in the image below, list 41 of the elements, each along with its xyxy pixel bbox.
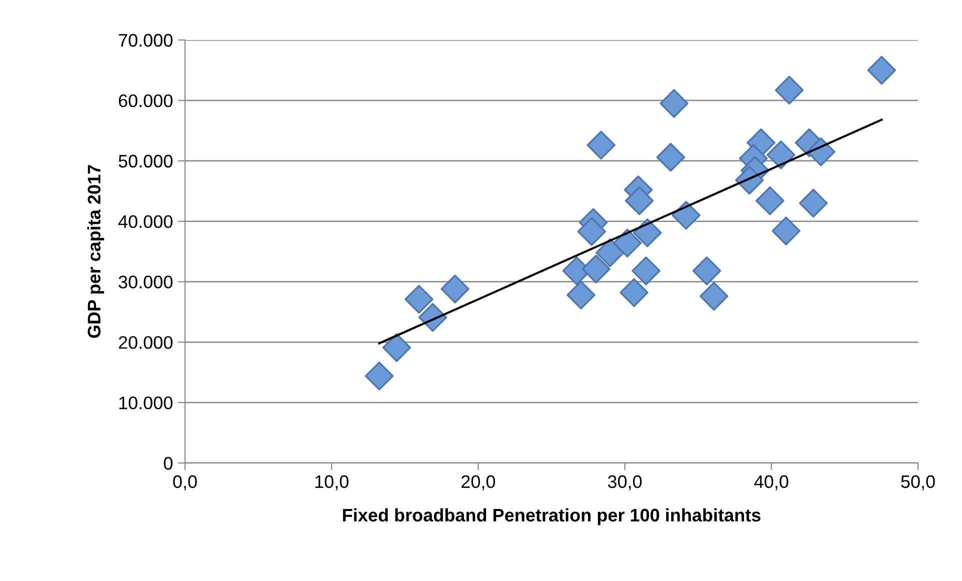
x-tick-label: 0,0	[173, 475, 197, 490]
point	[364, 362, 394, 390]
point	[596, 238, 624, 268]
point	[692, 256, 722, 286]
x-tick-label: 10,0	[315, 475, 348, 490]
point	[586, 130, 616, 160]
point	[660, 89, 688, 118]
point	[798, 188, 828, 218]
x-tick-label: 40,0	[754, 475, 788, 490]
x-tick-label: 50,0	[901, 475, 935, 490]
point	[766, 140, 796, 170]
y-tick-label: 30.000	[118, 276, 172, 288]
point	[582, 254, 610, 284]
x-axis-title: Fixed broadband Penetration per 100 inhabitants	[343, 508, 760, 526]
point	[772, 216, 800, 246]
point	[577, 217, 606, 246]
point	[633, 218, 662, 248]
point	[620, 278, 648, 307]
y-tick-label: 70.000	[118, 34, 172, 47]
point	[440, 274, 470, 304]
point	[774, 76, 804, 105]
x-tick-label: 30,0	[608, 475, 642, 490]
y-tick-label: 40.000	[118, 215, 172, 228]
point	[700, 282, 728, 311]
point	[656, 142, 686, 172]
point	[672, 200, 700, 230]
point	[632, 256, 660, 286]
y-tick-label: 0	[164, 456, 172, 470]
x-tick-label: 20,0	[462, 475, 496, 490]
point	[612, 228, 642, 258]
y-axis-title: GDP per capita 2017	[87, 165, 104, 338]
point	[382, 333, 412, 362]
point	[624, 186, 654, 216]
point	[566, 280, 596, 310]
point	[756, 186, 784, 216]
point	[867, 56, 896, 85]
y-tick-label: 60.000	[118, 94, 172, 108]
point	[404, 284, 434, 314]
y-tick-label: 50.000	[118, 154, 172, 168]
y-tick-label: 10.000	[119, 396, 172, 410]
y-tick-label: 20.000	[118, 336, 172, 349]
